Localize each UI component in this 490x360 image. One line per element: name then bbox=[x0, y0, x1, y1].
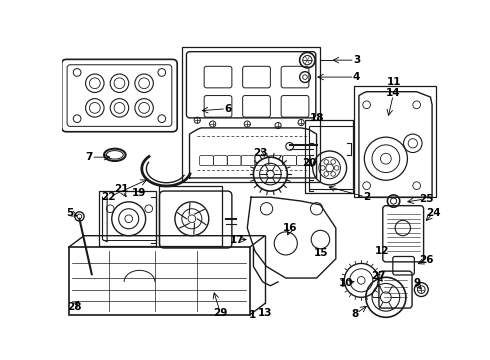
Bar bbox=[305, 120, 353, 193]
Text: 7: 7 bbox=[86, 152, 93, 162]
Text: 20: 20 bbox=[302, 158, 316, 167]
Text: 14: 14 bbox=[386, 88, 401, 98]
Text: 2: 2 bbox=[363, 192, 370, 202]
Bar bbox=[309, 126, 354, 189]
Text: 25: 25 bbox=[418, 194, 433, 204]
Text: 17: 17 bbox=[230, 235, 245, 244]
Text: 1: 1 bbox=[249, 310, 256, 320]
Text: 21: 21 bbox=[115, 184, 129, 194]
Text: 4: 4 bbox=[353, 72, 360, 82]
Text: 16: 16 bbox=[283, 223, 297, 233]
Bar bbox=[98, 191, 156, 247]
Text: 8: 8 bbox=[351, 309, 359, 319]
Text: 27: 27 bbox=[371, 271, 386, 281]
Text: 13: 13 bbox=[258, 308, 272, 318]
Bar bbox=[182, 47, 320, 182]
Text: 23: 23 bbox=[253, 148, 268, 158]
Bar bbox=[159, 186, 222, 246]
Text: 15: 15 bbox=[314, 248, 328, 258]
Text: 3: 3 bbox=[353, 55, 360, 65]
Text: 22: 22 bbox=[101, 192, 116, 202]
Text: 19: 19 bbox=[131, 188, 146, 198]
Text: 24: 24 bbox=[426, 208, 441, 217]
Text: 9: 9 bbox=[413, 278, 420, 288]
Text: 10: 10 bbox=[339, 278, 353, 288]
Text: 11: 11 bbox=[386, 77, 401, 87]
Bar bbox=[69, 247, 249, 315]
Text: 18: 18 bbox=[309, 113, 324, 123]
Text: 26: 26 bbox=[418, 255, 433, 265]
Bar bbox=[354, 86, 436, 197]
Text: 28: 28 bbox=[67, 302, 81, 311]
Text: 12: 12 bbox=[375, 246, 389, 256]
Text: 5: 5 bbox=[67, 208, 74, 217]
Text: 29: 29 bbox=[213, 308, 227, 318]
Text: 6: 6 bbox=[224, 104, 232, 114]
